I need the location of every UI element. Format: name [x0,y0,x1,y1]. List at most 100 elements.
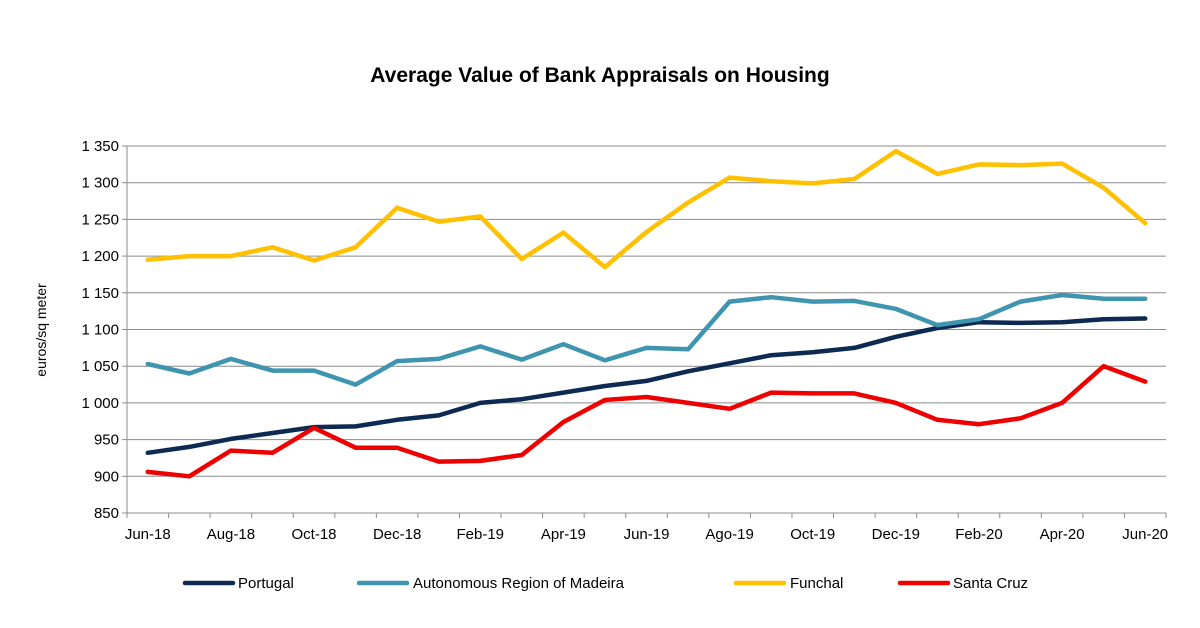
data-point [395,417,400,422]
data-point [145,361,150,366]
data-point [270,430,275,435]
data-point [686,347,691,352]
data-point [852,345,857,350]
data-point [1101,317,1106,322]
x-tick-label: Dec-18 [373,526,421,543]
data-point [561,342,566,347]
legend-item: Portugal [182,575,294,592]
data-point [436,459,441,464]
data-point [187,371,192,376]
series-line [145,316,1148,456]
data-point [935,417,940,422]
data-point [187,444,192,449]
data-point [893,400,898,405]
legend-label: Portugal [238,575,294,592]
data-point [1018,299,1023,304]
x-tick-label: Jun-19 [624,526,670,543]
data-point [395,205,400,210]
data-point [353,245,358,250]
grid-layer [127,145,1166,514]
data-point [810,299,815,304]
data-point [395,445,400,450]
data-point [353,424,358,429]
legend: Portugal Autonomous Region of Madeira Func… [182,575,1028,592]
y-tick-label: 850 [94,505,119,522]
x-tick-label: Jun-20 [1122,526,1168,543]
data-point [1060,400,1065,405]
legend-label: Autonomous Region of Madeira [413,575,625,592]
data-point [1101,364,1106,369]
y-tick-label: 1 100 [81,322,119,339]
data-point [228,448,233,453]
data-point [519,357,524,362]
data-point [644,395,649,400]
data-point [353,382,358,387]
y-tick-label: 1 050 [81,358,119,375]
data-point [602,358,607,363]
y-tick-label: 950 [94,432,119,449]
axis-layer: 850 900 950 1 000 1 050 1 100 1 150 1 200 1 250 1… [81,138,1168,543]
series-layer [145,148,1148,479]
x-tick-label: Dec-19 [872,526,920,543]
data-point [602,384,607,389]
data-point [976,422,981,427]
y-tick-label: 1 000 [81,395,119,412]
data-point [1143,316,1148,321]
data-point [1018,320,1023,325]
y-axis-label: euros/sq meter [33,283,49,377]
data-point [561,230,566,235]
data-point [478,344,483,349]
data-point [976,317,981,322]
data-point [519,453,524,458]
data-point [769,179,774,184]
data-point [1143,379,1148,384]
y-tick-label: 1 200 [81,248,119,265]
data-point [852,391,857,396]
chart-title: Average Value of Bank Appraisals on Hous… [370,64,830,87]
data-point [810,181,815,186]
data-point [810,350,815,355]
data-point [395,359,400,364]
data-point [1143,296,1148,301]
data-point [270,245,275,250]
data-point [312,425,317,430]
x-tick-label: Oct-19 [790,526,835,543]
data-point [1018,416,1023,421]
data-point [1060,161,1065,166]
data-point [644,345,649,350]
y-tick-label: 1 300 [81,175,119,192]
data-point [478,458,483,463]
data-point [1143,221,1148,226]
data-point [187,474,192,479]
series-line [145,292,1148,387]
data-point [1060,320,1065,325]
data-point [228,356,233,361]
data-point [561,390,566,395]
data-point [478,214,483,219]
data-point [852,177,857,182]
data-point [976,162,981,167]
data-point [893,149,898,154]
data-point [353,445,358,450]
data-point [644,378,649,383]
data-point [312,258,317,263]
x-tick-label: Ago-19 [705,526,753,543]
legend-label: Funchal [790,575,843,592]
legend-item: Santa Cruz [897,575,1028,592]
data-point [1101,296,1106,301]
series-autonomous-region-of-madeira [145,292,1148,387]
data-point [810,391,815,396]
data-point [769,353,774,358]
data-point [519,397,524,402]
data-point [769,390,774,395]
data-point [1060,293,1065,298]
data-point [727,406,732,411]
y-tick-label: 900 [94,468,119,485]
data-point [519,257,524,262]
data-point [727,175,732,180]
data-point [145,450,150,455]
x-tick-label: Oct-18 [292,526,337,543]
data-point [228,436,233,441]
y-tick-label: 1 350 [81,138,119,155]
data-point [935,171,940,176]
